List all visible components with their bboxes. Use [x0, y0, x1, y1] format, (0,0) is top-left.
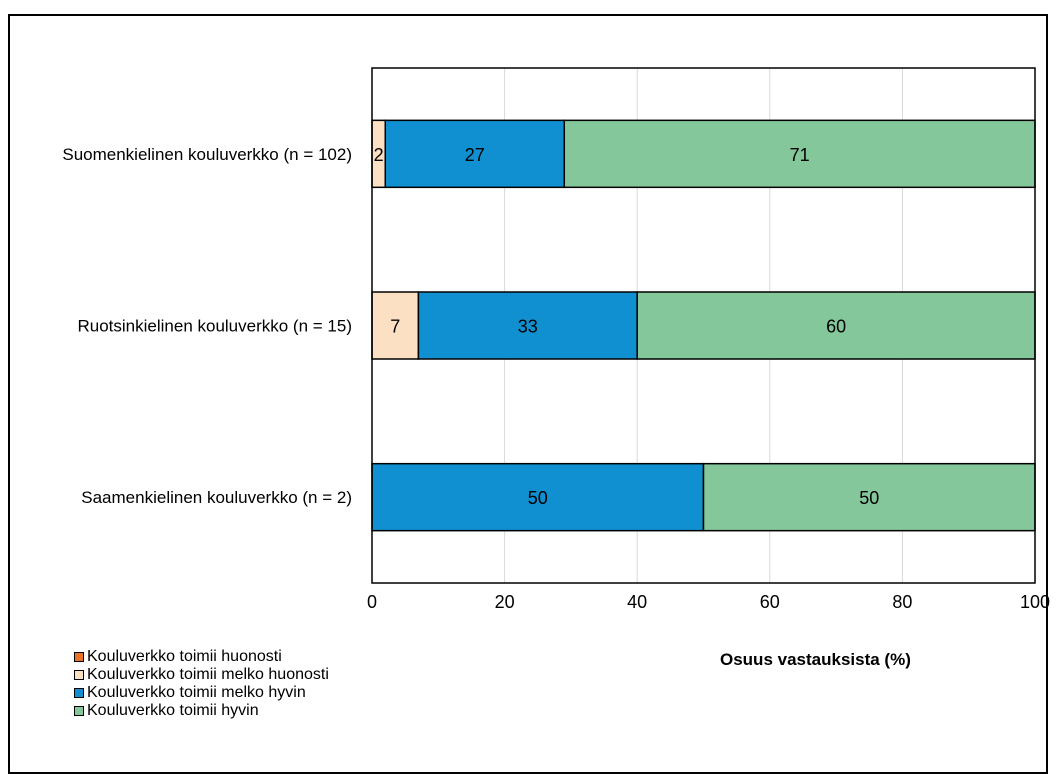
legend-label: Kouluverkko toimii huonosti [87, 648, 282, 665]
x-tick-label: 40 [627, 592, 647, 612]
legend-label: Kouluverkko toimii melko hyvin [87, 684, 306, 701]
legend-item: Kouluverkko toimii huonosti [74, 648, 329, 666]
bar-segment [636, 291, 1036, 360]
legend-swatch [74, 688, 84, 698]
legend-label: Kouluverkko toimii melko huonosti [87, 666, 329, 683]
plot-area-border [371, 67, 1036, 584]
bar-segment [417, 291, 638, 360]
category-label: Saamenkielinen kouluverkko (n = 2) [81, 488, 352, 507]
x-tick-label: 100 [1020, 592, 1050, 612]
x-tick-label: 20 [495, 592, 515, 612]
legend-swatch [74, 670, 84, 680]
legend-swatch [74, 652, 84, 662]
data-label: 60 [826, 317, 846, 337]
stacked-bar-chart: 2 27 71 Suomenkielinen kouluverkko (n = 102… [62, 67, 1050, 612]
legend-swatch [74, 706, 84, 716]
data-label: 50 [859, 488, 879, 508]
category-label: Suomenkielinen kouluverkko (n = 102) [62, 145, 352, 164]
x-axis-title: Osuus vastauksista (%) [720, 650, 911, 669]
data-label: 71 [790, 145, 810, 165]
x-tick-label: 0 [367, 592, 377, 612]
bar-segment [563, 119, 1036, 189]
data-label: 27 [465, 145, 485, 165]
data-label: 50 [528, 488, 548, 508]
legend-item: Kouluverkko toimii melko huonosti [74, 666, 329, 684]
bar-segment [384, 119, 566, 189]
x-tick-label: 60 [760, 592, 780, 612]
x-tick-label: 80 [892, 592, 912, 612]
legend-item: Kouluverkko toimii hyvin [74, 702, 329, 720]
legend: Kouluverkko toimii huonosti Kouluverkko t… [74, 648, 329, 720]
legend-label: Kouluverkko toimii hyvin [87, 702, 259, 719]
legend-item: Kouluverkko toimii melko hyvin [74, 684, 329, 702]
data-label: 2 [374, 145, 384, 165]
data-label: 33 [518, 317, 538, 337]
category-label: Ruotsinkielinen kouluverkko (n = 15) [77, 317, 352, 336]
data-label: 7 [390, 317, 400, 337]
